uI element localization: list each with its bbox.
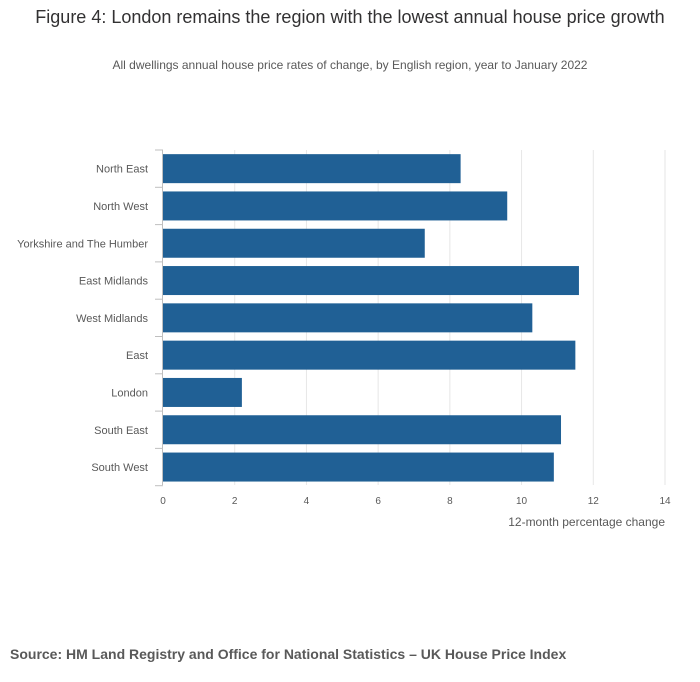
chart-subtitle: All dwellings annual house price rates o…	[112, 58, 588, 72]
category-label: South West	[91, 462, 148, 474]
x-tick-label: 8	[447, 496, 453, 507]
x-tick-label: 4	[304, 496, 310, 507]
x-tick-label: 12	[588, 496, 600, 507]
bar-north-west	[163, 191, 508, 221]
x-tick-label: 2	[232, 496, 238, 507]
x-tick-label: 0	[160, 496, 166, 507]
category-label: London	[111, 387, 148, 399]
bar-west-midlands	[163, 303, 533, 333]
bar-yorkshire-and-the-humber	[163, 228, 425, 258]
chart-title: Figure 4: London remains the region with…	[35, 7, 665, 27]
category-label: East	[126, 350, 148, 362]
bar-south-east	[163, 415, 562, 445]
bar-london	[163, 377, 242, 407]
bar-east	[163, 340, 576, 370]
source-note: Source: HM Land Registry and Office for …	[10, 646, 567, 662]
category-label: North East	[96, 164, 148, 176]
x-tick-label: 14	[659, 496, 671, 507]
category-label: Yorkshire and The Humber	[17, 238, 148, 250]
x-tick-label: 10	[516, 496, 528, 507]
bar-east-midlands	[163, 266, 579, 296]
category-label: North West	[93, 201, 148, 213]
category-label: East Midlands	[79, 276, 149, 288]
category-label: South East	[94, 425, 148, 437]
x-axis-title: 12-month percentage change	[508, 515, 665, 529]
bar-north-east	[163, 154, 461, 184]
x-tick-label: 6	[375, 496, 381, 507]
category-label: West Midlands	[76, 313, 148, 325]
bar-south-west	[163, 452, 554, 482]
